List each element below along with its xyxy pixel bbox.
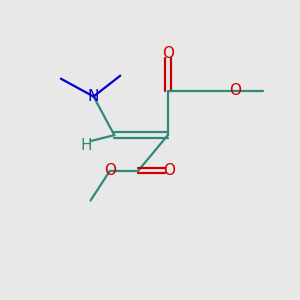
Text: O: O — [104, 163, 116, 178]
Text: O: O — [229, 83, 241, 98]
Text: N: N — [88, 89, 99, 104]
Text: O: O — [163, 163, 175, 178]
Text: O: O — [162, 46, 174, 61]
Text: H: H — [80, 138, 92, 153]
